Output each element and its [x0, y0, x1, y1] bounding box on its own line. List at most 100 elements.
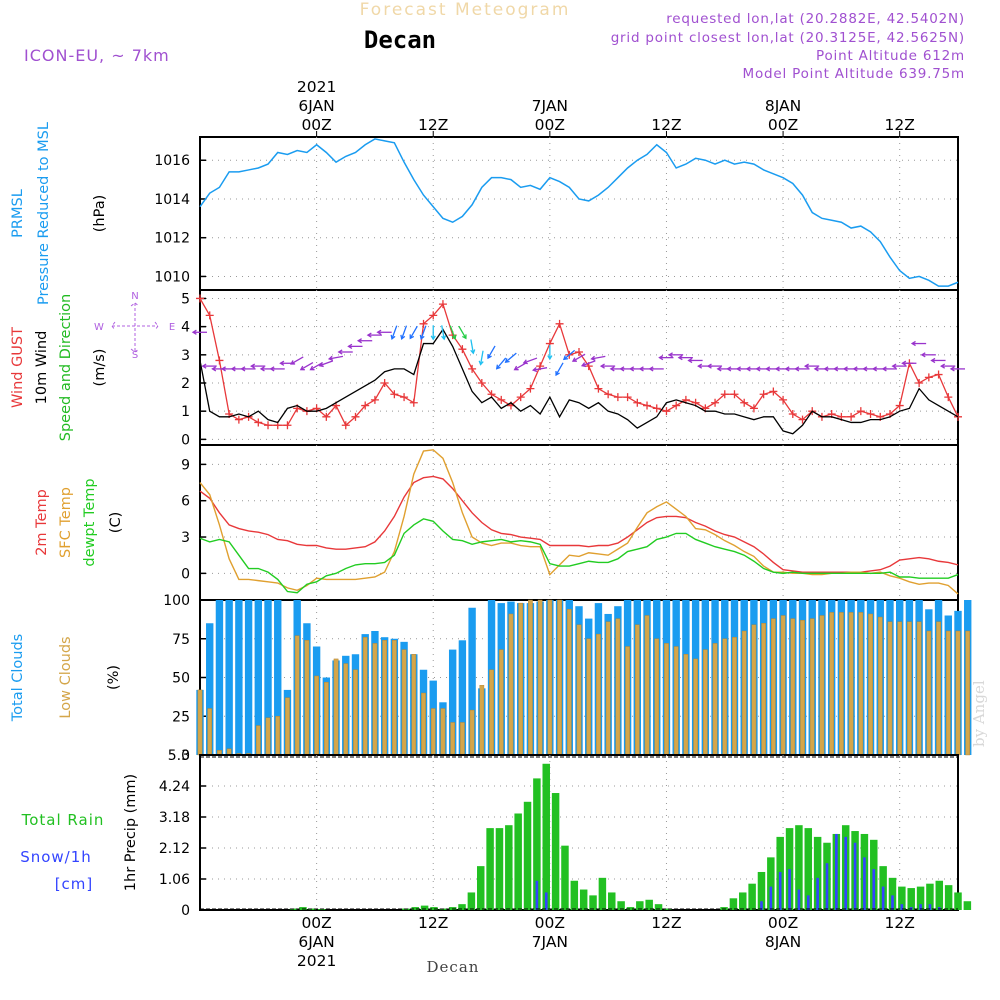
gust-marker: [390, 390, 399, 399]
bar-snow: [760, 901, 763, 910]
time-label-top: 12Z: [885, 116, 915, 134]
arrow-head: [211, 366, 217, 372]
bar-low-clouds: [333, 658, 339, 756]
bar-rain: [505, 825, 513, 910]
arrow-shaft: [409, 325, 418, 339]
gridpoint-coords: grid point closest lon,lat (20.3125E, 42…: [611, 30, 965, 46]
bar-low-clouds: [965, 630, 971, 756]
gust-marker: [497, 395, 506, 404]
gust-marker: [234, 415, 243, 424]
gust-marker: [643, 401, 652, 410]
bar-snow: [891, 895, 894, 910]
bar-rain: [944, 885, 953, 910]
ylabel-temperature: SFC Temp: [58, 487, 74, 558]
footer-label: Decan: [427, 958, 480, 976]
bar-low-clouds: [566, 609, 572, 756]
arrow-head: [765, 366, 771, 372]
wind-arrow: [920, 352, 936, 358]
bar-rain: [636, 901, 644, 910]
arrow-head: [940, 363, 946, 369]
gust-marker: [477, 379, 486, 387]
bar-rain: [795, 825, 803, 910]
bar-low-clouds: [576, 624, 582, 756]
bar-low-clouds: [945, 630, 951, 756]
wind-arrow: [513, 362, 528, 371]
arrow-head: [230, 366, 236, 372]
time-label-top: 12Z: [418, 116, 448, 134]
time-label-top: 00Z: [535, 116, 565, 134]
wind-arrow: [803, 363, 820, 369]
arrow-head: [891, 363, 897, 369]
time-label-top: 00Z: [768, 116, 798, 134]
bar-total-clouds: [274, 600, 282, 755]
series-gust-line: [199, 298, 959, 427]
bar-low-clouds: [664, 643, 669, 756]
arrow-shaft: [572, 353, 586, 362]
bar-rain: [598, 877, 607, 910]
bar-low-clouds: [460, 722, 465, 756]
bar-rain: [729, 898, 738, 910]
bar-low-clouds: [255, 725, 261, 756]
ytick-label: 1010: [154, 269, 190, 285]
bar-low-clouds: [372, 643, 378, 756]
bar-rain: [495, 828, 504, 910]
bar-rain: [935, 880, 944, 910]
bar-rain: [748, 883, 756, 910]
arrow-shaft: [300, 362, 314, 371]
arrow-head: [279, 360, 285, 366]
arrow-head: [451, 334, 457, 341]
arrow-head: [309, 365, 315, 371]
panel-wind: 0 1 2 3 4 5 Wind GUST 10m Wind Speed and Directi…: [10, 289, 965, 448]
ytick-label: 0: [181, 566, 190, 582]
gust-marker: [730, 390, 739, 399]
bar-snow: [835, 833, 838, 910]
gust-marker: [915, 379, 924, 387]
bar-low-clouds: [547, 599, 553, 756]
station-title: Decan: [364, 26, 436, 54]
arrow-shaft: [470, 339, 474, 354]
wind-arrow: [590, 355, 606, 361]
bar-rain: [589, 895, 597, 910]
gust-marker: [594, 384, 603, 393]
bar-low-clouds: [634, 624, 640, 756]
gust-marker: [283, 421, 292, 430]
watermark: by Angel: [970, 680, 988, 747]
gust-marker: [196, 294, 204, 303]
gust-marker: [672, 401, 681, 410]
bar-rain: [570, 880, 579, 910]
gust-marker: [380, 379, 389, 387]
gust-marker: [856, 407, 865, 416]
wind-arrow: [881, 366, 897, 372]
arrow-head: [513, 365, 519, 371]
bar-total-clouds: [235, 600, 243, 755]
requested-coords: requested lon,lat (20.2882E, 42.5402N): [666, 11, 965, 27]
arrow-head: [522, 359, 528, 365]
gust-marker: [341, 421, 350, 430]
arrow-head: [871, 366, 878, 372]
bar-low-clouds: [314, 675, 319, 756]
ytick-label: 5: [181, 291, 190, 307]
bar-rain: [767, 857, 775, 910]
gust-marker: [711, 398, 720, 407]
compass-e: E: [169, 322, 175, 333]
arrow-head: [571, 357, 577, 362]
wind-arrow: [910, 340, 927, 347]
bar-total-clouds: [264, 600, 272, 755]
arrow-head: [299, 365, 305, 371]
bar-rain: [411, 907, 419, 910]
bar-low-clouds: [207, 708, 213, 756]
bar-snow: [863, 857, 866, 910]
panel-pressure: 1010 1012 1014 1016 PRMSL Pressure Reduced to…: [10, 122, 959, 305]
arrow-shaft: [391, 325, 398, 340]
gust-marker: [400, 393, 409, 402]
wind-arrow: [940, 363, 956, 369]
wind-arrow: [458, 325, 467, 340]
wind-arrow: [449, 325, 457, 341]
bar-snow: [825, 863, 829, 910]
bar-low-clouds: [489, 669, 494, 756]
wind-arrow: [901, 360, 917, 366]
arrow-head: [930, 357, 936, 364]
arrow-head: [430, 335, 436, 341]
